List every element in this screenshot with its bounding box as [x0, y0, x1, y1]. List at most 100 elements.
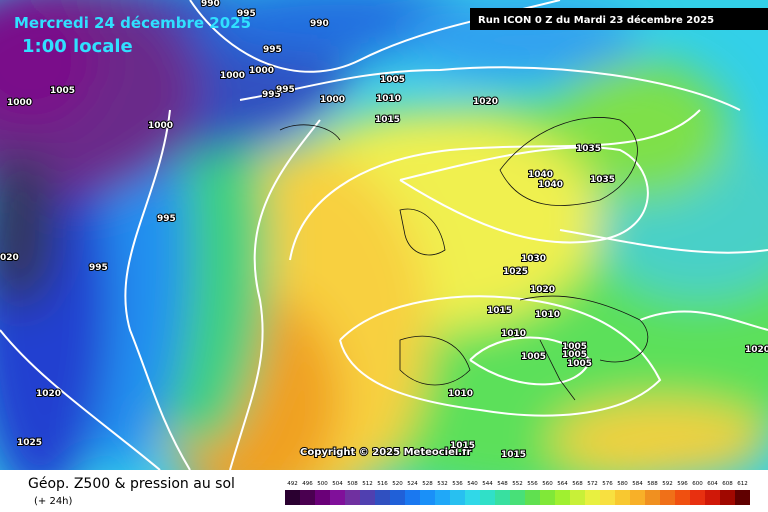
scale-label: 576 [602, 481, 613, 487]
scale-swatch [645, 490, 660, 505]
scale-swatch [585, 490, 600, 505]
scale-label: 552 [512, 481, 523, 487]
valid-time: 1:00 locale [22, 36, 133, 57]
copyright: Copyright © 2025 Meteociel.fr [300, 447, 471, 458]
isobar-label: 1025 [503, 267, 528, 277]
run-info: Run ICON 0 Z du Mardi 23 décembre 2025 [478, 14, 714, 26]
scale-label: 528 [422, 481, 433, 487]
isobar-label: 995 [263, 45, 282, 55]
scale-swatch [285, 490, 300, 505]
scale-label: 604 [707, 481, 718, 487]
isobar-label: 1000 [220, 71, 245, 81]
scale-swatch [360, 490, 375, 505]
scale-label: 524 [407, 481, 418, 487]
scale-label: 520 [392, 481, 403, 487]
scale-swatch [405, 490, 420, 505]
scale-swatch [660, 490, 675, 505]
isobar-label: 1000 [7, 98, 32, 108]
scale-label: 572 [587, 481, 598, 487]
scale-swatch [330, 490, 345, 505]
scale-swatch [600, 490, 615, 505]
isobar-label: 020 [0, 253, 19, 263]
isobar-label: 1020 [473, 97, 498, 107]
isobar-label: 995 [262, 90, 281, 100]
isobar-label: 1000 [148, 121, 173, 131]
isobar-label: 1000 [249, 66, 274, 76]
footer-title: Géop. Z500 & pression au sol [28, 476, 235, 492]
scale-label: 600 [692, 481, 703, 487]
isobar-label: 1005 [380, 75, 405, 85]
scale-swatch [480, 490, 495, 505]
isobar-label: 1040 [528, 170, 553, 180]
scale-swatch [735, 490, 750, 505]
scale-label: 584 [632, 481, 643, 487]
isobar-label: 1005 [562, 342, 587, 352]
scale-label: 500 [317, 481, 328, 487]
scale-swatch [300, 490, 315, 505]
scale-label: 608 [722, 481, 733, 487]
isobar-label: 1035 [576, 144, 601, 154]
scale-label: 556 [527, 481, 538, 487]
isobar-label: 995 [237, 9, 256, 19]
scale-swatch [570, 490, 585, 505]
isobar-label: 1015 [450, 441, 475, 451]
scale-swatch [450, 490, 465, 505]
scale-swatch [345, 490, 360, 505]
scale-swatch [495, 490, 510, 505]
color-scale: 492 496 500 504 508 512 516 520 524 528 532 536 540 5… [285, 481, 750, 505]
scale-swatch [420, 490, 435, 505]
scale-label: 580 [617, 481, 628, 487]
scale-label: 512 [362, 481, 373, 487]
scale-label: 496 [302, 481, 313, 487]
isobar-label: 1005 [567, 359, 592, 369]
isobar-label: 990 [310, 19, 329, 29]
isobar-label: 1010 [376, 94, 401, 104]
scale-label: 568 [572, 481, 583, 487]
scale-swatch [720, 490, 735, 505]
isobar-label: 1010 [448, 389, 473, 399]
scale-label: 508 [347, 481, 358, 487]
scale-swatch [555, 490, 570, 505]
scale-swatch [435, 490, 450, 505]
footer-lead: (+ 24h) [34, 496, 73, 507]
scale-label: 560 [542, 481, 553, 487]
scale-label: 592 [662, 481, 673, 487]
isobar-label: 1025 [17, 438, 42, 448]
isobar-label: 1030 [521, 254, 546, 264]
scale-swatch [510, 490, 525, 505]
isobar-label: 1015 [487, 306, 512, 316]
isobar-label: 1015 [375, 115, 400, 125]
scale-swatch [615, 490, 630, 505]
scale-label: 612 [737, 481, 748, 487]
scale-label: 544 [482, 481, 493, 487]
scale-label: 588 [647, 481, 658, 487]
scale-swatch [465, 490, 480, 505]
isobar-label: 995 [276, 85, 295, 95]
scale-label: 532 [437, 481, 448, 487]
scale-swatch [375, 490, 390, 505]
isobar-label: 1005 [521, 352, 546, 362]
scale-swatch [540, 490, 555, 505]
scale-label: 564 [557, 481, 568, 487]
scale-label: 536 [452, 481, 463, 487]
coastlines [279, 117, 649, 401]
isobar-label: 1035 [590, 175, 615, 185]
isobar-label: 995 [157, 214, 176, 224]
scale-swatch [630, 490, 645, 505]
isobar-label: 1020 [745, 345, 768, 355]
scale-label: 540 [467, 481, 478, 487]
scale-swatch [525, 490, 540, 505]
isobar-label: 1005 [50, 86, 75, 96]
scale-label: 492 [287, 481, 298, 487]
scale-label: 548 [497, 481, 508, 487]
scale-label: 504 [332, 481, 343, 487]
scale-label: 596 [677, 481, 688, 487]
run-banner [470, 8, 768, 30]
scale-swatch [705, 490, 720, 505]
scale-swatch [390, 490, 405, 505]
isobar-label: 1020 [36, 389, 61, 399]
isobar-label: 1020 [530, 285, 555, 295]
